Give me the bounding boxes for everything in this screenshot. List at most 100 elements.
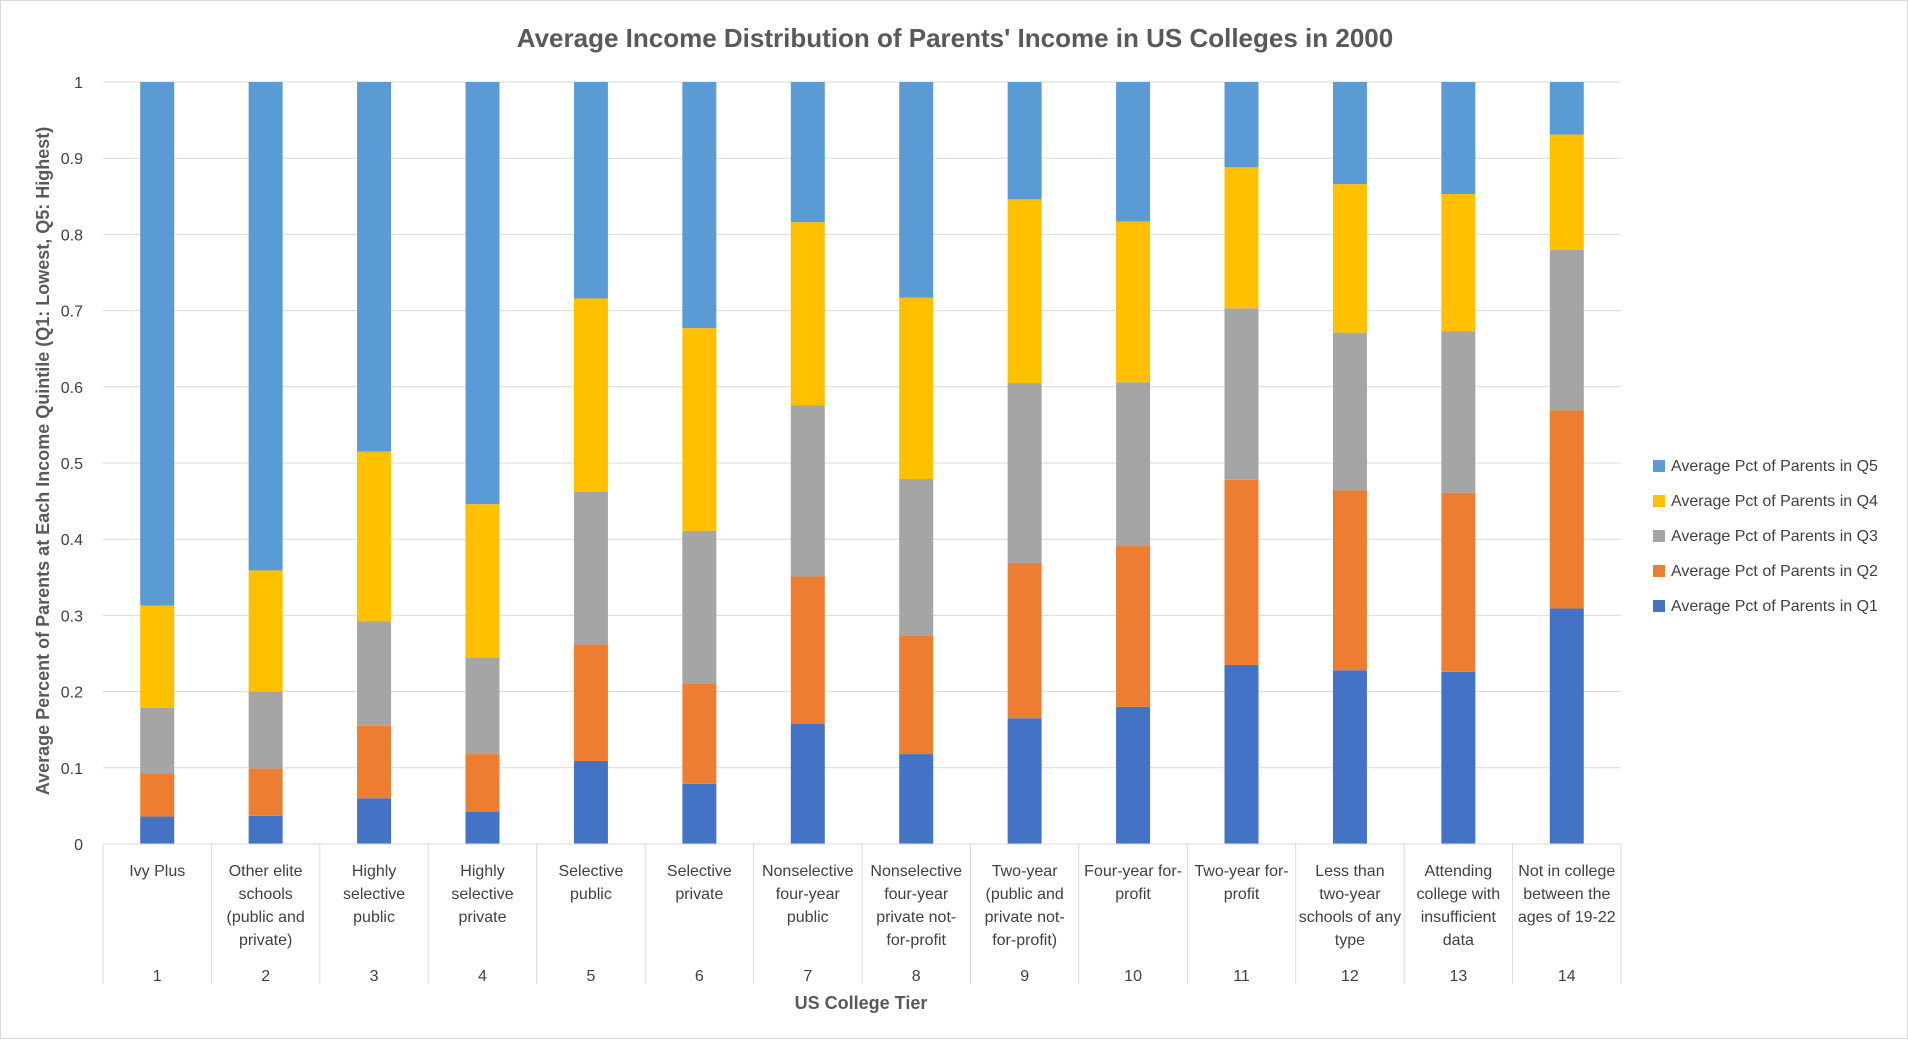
- x-category-number: 6: [695, 968, 704, 985]
- bar-segment: [899, 82, 934, 298]
- bar-segment: [682, 328, 717, 531]
- bar-segment: [682, 783, 717, 844]
- bar-segment: [1116, 221, 1151, 383]
- bar-segment: [140, 707, 175, 774]
- y-tick-label: 0.5: [61, 456, 83, 473]
- x-category-label: Nonselective four-year public: [762, 863, 854, 926]
- bar-segment: [573, 760, 608, 844]
- bar-segment: [1007, 562, 1042, 719]
- bar-segment: [1224, 664, 1259, 844]
- bar-segment: [573, 644, 608, 761]
- bar-segment: [465, 754, 500, 812]
- bar-segment: [465, 504, 500, 658]
- bar-segment: [357, 725, 392, 799]
- legend-label: Average Pct of Parents in Q3: [1671, 528, 1878, 545]
- bar-segment: [248, 570, 283, 692]
- bar-segment: [248, 768, 283, 816]
- bar-segment: [790, 222, 825, 406]
- x-category-number: 10: [1124, 968, 1142, 985]
- y-axis-title: Average Percent of Parents at Each Incom…: [33, 127, 53, 796]
- x-category-label: Attending college with insufficient data: [1417, 863, 1501, 949]
- bar-segment: [1441, 492, 1476, 672]
- x-axis-title: US College Tier: [795, 993, 928, 1013]
- x-category-number: 13: [1449, 968, 1467, 985]
- bar-segment: [1224, 82, 1259, 168]
- x-category-label: Selective private: [667, 863, 732, 903]
- bar-segment: [1116, 382, 1151, 547]
- y-tick-label: 0.3: [61, 608, 83, 625]
- x-category-label: Nonselective four-year private not-for-pro…: [870, 863, 962, 949]
- bar-segment: [248, 815, 283, 844]
- x-category-label: Other elite schools (public and private): [227, 863, 305, 949]
- bar-segment: [1224, 167, 1259, 309]
- bars: [140, 82, 1584, 844]
- bar-segment: [899, 297, 934, 480]
- x-category-label: Four-year for-profit: [1084, 863, 1182, 903]
- bar-segment: [140, 773, 175, 817]
- bar-segment: [1007, 199, 1042, 383]
- y-tick-label: 0.2: [61, 685, 83, 702]
- x-category-number: 7: [803, 968, 812, 985]
- y-tick-label: 0.1: [61, 761, 83, 778]
- bar-segment: [790, 576, 825, 724]
- bar-segment: [899, 754, 934, 844]
- bar-segment: [899, 635, 934, 755]
- bar-segment: [1332, 332, 1367, 491]
- x-category-number: 14: [1558, 968, 1576, 985]
- x-category-label: Two-year (public and private not-for-profi…: [985, 863, 1065, 949]
- bar-segment: [357, 451, 392, 622]
- x-category-number: 5: [586, 968, 595, 985]
- bar-segment: [682, 530, 717, 684]
- x-category-label: Two-year for-profit: [1194, 863, 1288, 903]
- bar-segment: [682, 683, 717, 784]
- legend-swatch: [1653, 600, 1665, 612]
- bar-segment: [357, 798, 392, 844]
- bar-segment: [248, 82, 283, 571]
- bar-segment: [465, 811, 500, 844]
- y-axis-ticks: 0 0.1 0.2 0.3 0.4 0.5 0.6 0.7 0.8 0.9 1: [61, 75, 83, 854]
- y-tick-label: 0.6: [61, 380, 83, 397]
- legend-label: Average Pct of Parents in Q4: [1671, 493, 1878, 510]
- y-tick-label: 0.9: [61, 151, 83, 168]
- bar-segment: [1549, 249, 1584, 411]
- bar-segment: [790, 82, 825, 223]
- legend-swatch: [1653, 460, 1665, 472]
- bar-segment: [357, 82, 392, 452]
- x-category-number: 2: [261, 968, 270, 985]
- x-category-label: Highly selective public: [343, 863, 405, 926]
- bar-segment: [682, 82, 717, 329]
- legend: Average Pct of Parents in Q5 Average Pct …: [1653, 458, 1878, 615]
- y-tick-label: 0.4: [61, 532, 83, 549]
- legend-swatch: [1653, 530, 1665, 542]
- legend-label: Average Pct of Parents in Q1: [1671, 598, 1878, 615]
- bar-segment: [1441, 331, 1476, 493]
- gridlines: [103, 81, 1621, 845]
- bar-segment: [1441, 82, 1476, 195]
- x-category-number: 1: [153, 968, 162, 985]
- x-category-number: 11: [1233, 968, 1250, 985]
- x-category-label: Ivy Plus: [129, 863, 185, 880]
- x-axis-categories: Ivy Plus 1 Other elite schools (public and pr…: [102, 843, 1622, 985]
- bar-segment: [248, 691, 283, 769]
- bar-segment: [140, 605, 175, 708]
- y-tick-label: 1: [74, 75, 83, 92]
- bar-segment: [140, 816, 175, 844]
- legend-label: Average Pct of Parents in Q5: [1671, 458, 1878, 475]
- bar-segment: [1441, 194, 1476, 332]
- x-category-number: 12: [1341, 968, 1359, 985]
- bar-segment: [1549, 82, 1584, 135]
- bar-segment: [1441, 671, 1476, 844]
- bar-segment: [465, 82, 500, 505]
- bar-segment: [573, 82, 608, 299]
- x-category-label: Not in college between the ages of 19-22: [1518, 863, 1616, 926]
- bar-segment: [790, 405, 825, 577]
- y-tick-label: 0.8: [61, 227, 83, 244]
- bar-segment: [1549, 608, 1584, 844]
- x-category-label: Less than two-year schools of any type: [1299, 863, 1401, 949]
- bar-segment: [899, 479, 934, 636]
- bar-segment: [1224, 479, 1259, 665]
- bar-segment: [1332, 670, 1367, 844]
- bar-segment: [357, 621, 392, 726]
